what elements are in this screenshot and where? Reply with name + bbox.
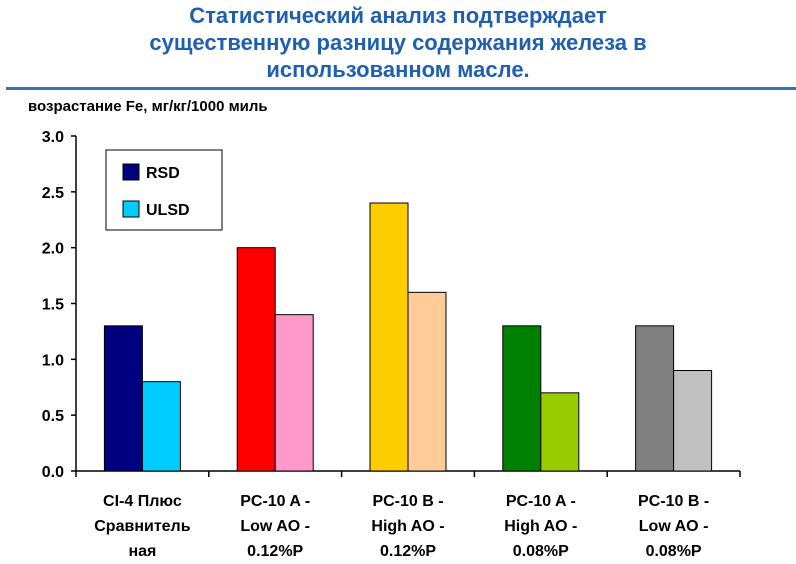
bar-ulsd	[274, 314, 314, 472]
y-tick-label: 1.0	[42, 352, 64, 369]
bar-ulsd	[673, 370, 713, 472]
legend-swatch	[122, 200, 140, 218]
x-category-label: PC-10 B -Low AO -0.08%P	[638, 493, 709, 560]
y-tick-label: 0.5	[42, 408, 64, 425]
y-tick-label: 1.5	[42, 297, 64, 314]
title-line: существенную разницу содержания железа в	[149, 30, 647, 55]
title-line: Статистический анализ подтверждает	[189, 3, 607, 28]
y-tick-label: 2.0	[42, 241, 64, 258]
bar-rsd	[502, 325, 542, 472]
title-divider	[6, 87, 796, 90]
title-line: использованном масле.	[266, 57, 530, 82]
bar-ulsd	[407, 291, 447, 472]
x-category-label: PC-10 A -High AO -0.08%P	[504, 493, 577, 560]
legend-swatch	[122, 163, 140, 181]
bar-rsd	[103, 325, 143, 472]
legend-label: RSD	[146, 165, 180, 182]
y-tick-label: 0.0	[42, 464, 64, 481]
x-category-label: PC-10 B -High AO -0.12%P	[371, 493, 444, 560]
x-category-label: CI-4 Плюс Сравнитель ная	[94, 493, 190, 560]
y-tick-label: 3.0	[42, 129, 64, 146]
x-category-label: PC-10 A -Low AO -0.12%P	[240, 493, 310, 560]
y-axis-label: возрастание Fe, мг/кг/1000 миль	[28, 98, 268, 115]
y-tick-label: 2.5	[42, 185, 64, 202]
chart-title: Статистический анализ подтверждает сущес…	[0, 2, 796, 83]
bar-rsd	[369, 202, 409, 472]
legend-label: ULSD	[146, 202, 190, 219]
bar-ulsd	[141, 381, 181, 472]
bar-ulsd	[540, 392, 580, 472]
bar-rsd	[236, 247, 276, 472]
bar-rsd	[635, 325, 675, 472]
